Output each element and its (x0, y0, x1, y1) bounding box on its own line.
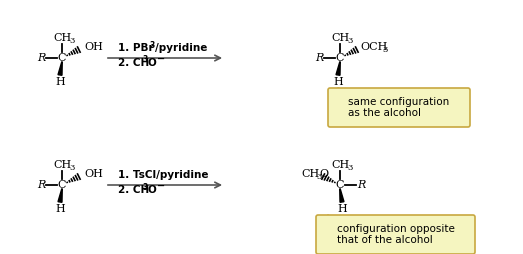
Text: C: C (336, 53, 344, 63)
Text: configuration opposite
that of the alcohol: configuration opposite that of the alcoh… (337, 224, 454, 245)
Text: R: R (315, 53, 323, 63)
Text: −: − (157, 54, 165, 64)
Text: 3: 3 (69, 37, 74, 45)
Text: O: O (148, 58, 157, 68)
Text: R: R (37, 53, 45, 63)
Text: 2. CH: 2. CH (118, 185, 149, 195)
Text: H: H (333, 77, 343, 87)
Polygon shape (340, 189, 344, 202)
Polygon shape (58, 189, 62, 202)
Text: CH: CH (53, 160, 71, 170)
Text: 3: 3 (143, 56, 148, 65)
Text: R: R (357, 180, 365, 190)
Bar (322, 217, 337, 221)
Polygon shape (336, 62, 340, 75)
Text: C: C (58, 53, 66, 63)
Polygon shape (335, 88, 348, 92)
Text: 3: 3 (347, 37, 353, 45)
Text: 1. PBr: 1. PBr (118, 43, 154, 53)
Text: O: O (148, 185, 157, 195)
Text: H: H (55, 77, 65, 87)
Polygon shape (58, 62, 62, 75)
Text: same configuration
as the alcohol: same configuration as the alcohol (348, 97, 450, 118)
Text: CH: CH (331, 33, 349, 43)
FancyBboxPatch shape (316, 215, 475, 254)
Text: 2. CH: 2. CH (118, 58, 149, 68)
Text: OH: OH (84, 42, 103, 52)
Polygon shape (323, 215, 336, 219)
Text: OCH: OCH (360, 42, 388, 52)
Text: 3: 3 (150, 40, 155, 50)
Text: H: H (55, 204, 65, 214)
Text: 3: 3 (143, 183, 148, 192)
Text: CH: CH (302, 169, 320, 179)
FancyBboxPatch shape (328, 88, 470, 127)
Text: O: O (319, 169, 328, 179)
Text: CH: CH (53, 33, 71, 43)
Text: C: C (336, 180, 344, 190)
Text: 3: 3 (316, 173, 322, 181)
Text: H: H (337, 204, 347, 214)
Text: C: C (58, 180, 66, 190)
Text: 1. TsCl/pyridine: 1. TsCl/pyridine (118, 170, 209, 180)
Text: OH: OH (84, 169, 103, 179)
Text: /pyridine: /pyridine (155, 43, 208, 53)
Text: CH: CH (331, 160, 349, 170)
Text: R: R (37, 180, 45, 190)
Text: 3: 3 (69, 164, 74, 172)
Text: 3: 3 (347, 164, 353, 172)
Text: −: − (157, 181, 165, 191)
Bar (334, 90, 349, 94)
Text: 3: 3 (382, 46, 388, 54)
